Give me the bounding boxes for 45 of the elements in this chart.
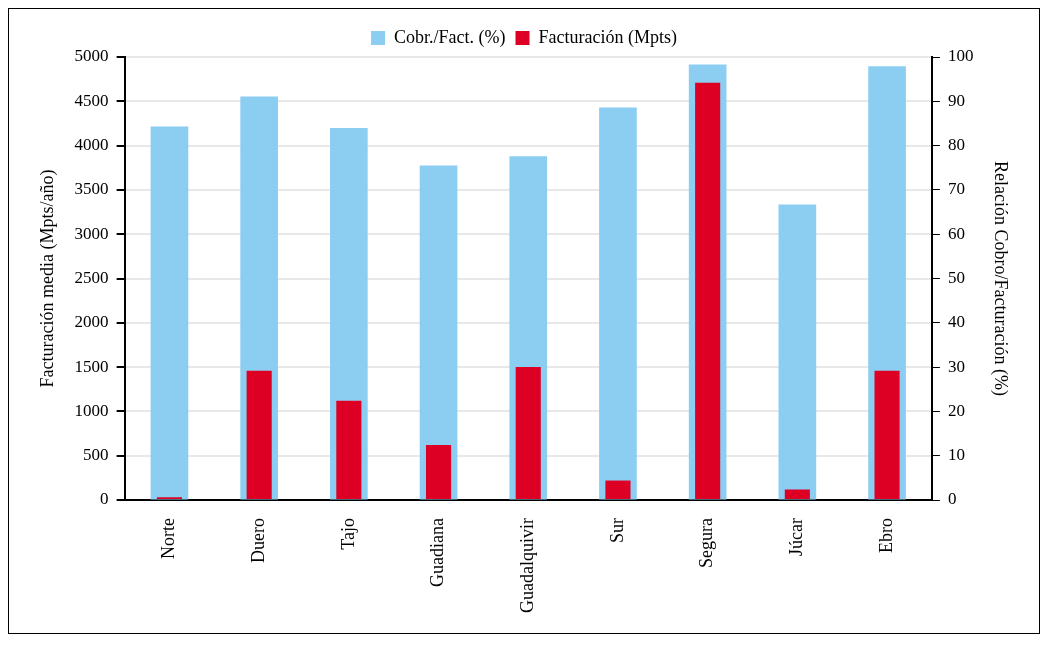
bar	[515, 367, 541, 500]
y-tick-label: 5000	[74, 46, 109, 66]
y-tick-label: 500	[83, 445, 109, 465]
y2-tick-label: 80	[947, 135, 965, 155]
y2-tick-label: 100	[947, 46, 974, 66]
y2-tick-label: 20	[947, 400, 965, 420]
bar	[425, 445, 452, 500]
bar	[246, 370, 272, 500]
y-tick-label: 3000	[74, 223, 109, 243]
x-tick-label: Tajo	[337, 518, 358, 550]
x-tick-label: Duero	[247, 518, 268, 564]
y-tick-label: 4500	[74, 90, 109, 110]
x-tick-label: Guadiana	[427, 518, 448, 587]
bar	[599, 107, 637, 500]
y2-tick-label: 40	[947, 312, 965, 332]
y2-axis-title: Relación Cobro/Facturación (%)	[990, 161, 1012, 396]
y-tick-label: 1500	[74, 356, 109, 376]
bar	[336, 400, 362, 500]
y-tick-label: 2500	[74, 267, 109, 287]
y-tick-label: 0	[100, 489, 109, 509]
y-tick-label: 2000	[74, 312, 109, 332]
x-tick-label: Júcar	[786, 518, 807, 557]
y2-tick-label: 0	[947, 489, 957, 509]
bar	[784, 489, 810, 500]
y2-tick-label: 70	[947, 179, 965, 199]
y2-tick-label: 30	[947, 356, 965, 376]
bar	[605, 480, 631, 500]
legend-label: Facturación (Mpts)	[538, 26, 677, 48]
x-tick-label: Guadalquivir	[516, 518, 537, 614]
y2-tick-label: 90	[947, 90, 965, 110]
y-tick-label: 1000	[74, 400, 109, 420]
x-tick-label: Ebro	[875, 518, 896, 554]
bar	[874, 370, 900, 500]
bar	[778, 204, 817, 500]
legend-label: Cobr./Fact. (%)	[394, 26, 506, 48]
y2-tick-label: 50	[947, 267, 965, 287]
x-tick-label: Norte	[158, 518, 179, 560]
y-tick-label: 3500	[74, 179, 109, 199]
y-axis-title: Facturación media (Mpts/año)	[36, 169, 58, 388]
x-tick-label: Sur	[606, 518, 627, 544]
y2-tick-label: 60	[947, 223, 965, 243]
y-tick-label: 4000	[74, 135, 109, 155]
y2-tick-label: 10	[947, 445, 965, 465]
x-tick-label: Segura	[696, 518, 717, 569]
bar	[150, 126, 189, 500]
